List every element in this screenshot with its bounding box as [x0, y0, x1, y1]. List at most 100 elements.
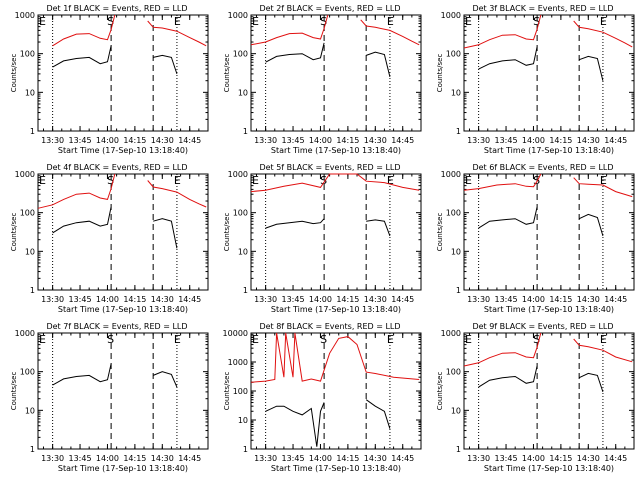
- events-series-line: [153, 54, 178, 75]
- x-tick-label: 14:15: [123, 295, 146, 304]
- y-tick-label: 10: [451, 88, 461, 97]
- y-tick-label: 10000: [223, 329, 248, 338]
- y-axis-label: Counts/sec: [223, 372, 231, 411]
- events-series-line: [366, 51, 391, 78]
- x-tick-label: 13:30: [41, 454, 64, 463]
- x-tick-label: 14:30: [577, 454, 600, 463]
- y-tick-label: 100: [446, 368, 461, 377]
- y-tick-label: 100: [233, 209, 248, 218]
- marker-label-end: E: [174, 333, 181, 346]
- y-tick-label: 1: [30, 127, 35, 136]
- x-tick-label: 14:30: [577, 295, 600, 304]
- x-tick-label: 14:30: [364, 136, 387, 145]
- lld-series-line: [37, 173, 116, 209]
- events-series-line: [578, 213, 604, 237]
- x-tick-label: 14:30: [151, 295, 174, 304]
- events-series-line: [366, 219, 391, 237]
- y-axis-label: Counts/sec: [10, 372, 18, 411]
- events-series-line: [153, 371, 178, 388]
- y-tick-label: 1: [243, 286, 248, 295]
- marker-label-start: E: [252, 174, 259, 187]
- events-series-line: [265, 402, 325, 447]
- marker-label-start: E: [252, 15, 259, 28]
- y-tick-label: 1000: [15, 11, 35, 20]
- x-tick-label: 14:45: [604, 136, 627, 145]
- detector-plot: Det 7f BLACK = Events, RED = LLD 1 10 100 10…: [10, 322, 209, 473]
- y-tick-label: 10: [25, 406, 35, 415]
- x-tick-label: 14:15: [123, 136, 146, 145]
- marker-label-mid: S: [533, 15, 540, 28]
- y-tick-label: 10: [238, 88, 248, 97]
- x-tick-label: 14:30: [364, 454, 387, 463]
- plot-frame: [463, 332, 635, 450]
- plot-frame: [250, 332, 422, 450]
- x-axis-label: Start Time (17-Sep-10 13:18:40): [58, 305, 188, 314]
- x-tick-label: 13:30: [254, 295, 277, 304]
- x-tick-label: 13:30: [254, 454, 277, 463]
- x-tick-label: 14:00: [96, 454, 119, 463]
- marker-label-start: E: [39, 174, 46, 187]
- x-tick-label: 14:00: [96, 136, 119, 145]
- x-tick-label: 14:00: [96, 295, 119, 304]
- plot-title: Det 5f BLACK = Events, RED = LLD: [259, 163, 400, 172]
- marker-label-mid: S: [107, 333, 114, 346]
- y-axis-label: Counts/sec: [223, 54, 231, 93]
- x-tick-label: 13:45: [282, 136, 305, 145]
- lld-series-line: [573, 177, 633, 198]
- x-tick-label: 14:45: [178, 136, 201, 145]
- x-tick-label: 14:00: [309, 454, 332, 463]
- y-tick-label: 1: [456, 445, 461, 454]
- marker-label-mid: S: [533, 174, 540, 187]
- x-tick-label: 13:30: [467, 295, 490, 304]
- lld-series-line: [250, 173, 420, 193]
- plot-frame: [37, 14, 209, 132]
- y-tick-label: 1000: [441, 329, 461, 338]
- detector-plot: Det 8f BLACK = Events, RED = LLD 1 10 100 10…: [223, 322, 422, 473]
- marker-label-end: E: [174, 15, 181, 28]
- x-tick-label: 13:45: [69, 136, 92, 145]
- y-axis-label: Counts/sec: [436, 54, 444, 93]
- marker-label-end: E: [387, 333, 394, 346]
- x-tick-label: 14:45: [391, 295, 414, 304]
- y-tick-label: 100: [233, 50, 248, 59]
- marker-label-mid: S: [320, 333, 327, 346]
- x-tick-label: 13:45: [69, 454, 92, 463]
- lld-series-line: [250, 14, 329, 46]
- x-axis-label: Start Time (17-Sep-10 13:18:40): [484, 305, 614, 314]
- x-tick-label: 13:45: [495, 295, 518, 304]
- x-tick-label: 14:45: [391, 136, 414, 145]
- y-tick-label: 10: [451, 247, 461, 256]
- detector-plot: Det 6f BLACK = Events, RED = LLD 1 10 100 10…: [436, 163, 635, 314]
- lld-series-line: [147, 180, 207, 208]
- marker-label-start: E: [39, 333, 46, 346]
- lld-series-line: [463, 173, 542, 191]
- y-tick-label: 100: [20, 368, 35, 377]
- y-tick-label: 100: [233, 387, 248, 396]
- plot-title: Det 4f BLACK = Events, RED = LLD: [46, 163, 187, 172]
- y-tick-label: 1000: [441, 11, 461, 20]
- marker-label-end: E: [600, 333, 607, 346]
- lld-series-line: [463, 14, 542, 49]
- x-tick-label: 14:00: [309, 295, 332, 304]
- marker-label-start: E: [252, 333, 259, 346]
- x-axis-label: Start Time (17-Sep-10 13:18:40): [58, 146, 188, 155]
- x-axis-label: Start Time (17-Sep-10 13:18:40): [484, 146, 614, 155]
- marker-label-start: E: [39, 15, 46, 28]
- plot-title: Det 7f BLACK = Events, RED = LLD: [46, 322, 187, 331]
- x-tick-label: 13:30: [467, 136, 490, 145]
- x-axis-label: Start Time (17-Sep-10 13:18:40): [271, 305, 401, 314]
- x-tick-label: 13:30: [41, 136, 64, 145]
- x-tick-label: 14:15: [549, 454, 572, 463]
- plot-frame: [463, 173, 635, 291]
- x-tick-label: 13:30: [41, 295, 64, 304]
- plot-title: Det 9f BLACK = Events, RED = LLD: [472, 322, 613, 331]
- plot-title: Det 2f BLACK = Events, RED = LLD: [259, 4, 400, 13]
- x-tick-label: 14:45: [178, 454, 201, 463]
- plot-title: Det 6f BLACK = Events, RED = LLD: [472, 163, 613, 172]
- marker-label-end: E: [174, 174, 181, 187]
- y-tick-label: 100: [446, 50, 461, 59]
- detector-plot: Det 5f BLACK = Events, RED = LLD 1 10 100 10…: [223, 163, 422, 314]
- y-axis-label: Counts/sec: [436, 372, 444, 411]
- events-series-line: [478, 206, 538, 229]
- x-tick-label: 13:45: [282, 454, 305, 463]
